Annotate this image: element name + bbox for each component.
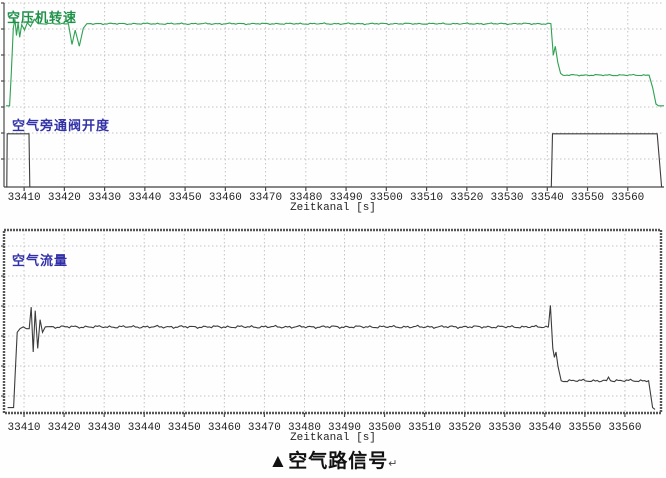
svg-text:33540: 33540 xyxy=(531,192,564,204)
svg-text:33440: 33440 xyxy=(128,422,161,434)
svg-text:33480: 33480 xyxy=(289,192,322,204)
svg-text:33530: 33530 xyxy=(491,192,524,204)
svg-text:33410: 33410 xyxy=(8,192,41,204)
svg-text:33430: 33430 xyxy=(88,192,121,204)
svg-text:33420: 33420 xyxy=(48,422,81,434)
svg-text:33490: 33490 xyxy=(330,192,363,204)
svg-text:33500: 33500 xyxy=(370,192,403,204)
air-flow-series-label: 空气流量 xyxy=(12,253,69,268)
svg-text:33470: 33470 xyxy=(248,422,281,434)
svg-text:33460: 33460 xyxy=(208,422,241,434)
caption-return-mark: ↵ xyxy=(388,458,398,470)
bypass-valve-trace xyxy=(6,133,664,188)
svg-text:33480: 33480 xyxy=(288,422,321,434)
svg-text:33530: 33530 xyxy=(488,422,521,434)
compressor-speed-trace xyxy=(6,18,664,107)
svg-text:33510: 33510 xyxy=(408,422,441,434)
svg-text:33520: 33520 xyxy=(450,192,483,204)
svg-text:33520: 33520 xyxy=(448,422,481,434)
bypass-valve-series-label: 空气旁通阀开度 xyxy=(12,118,111,133)
svg-text:33550: 33550 xyxy=(568,422,601,434)
svg-text:33420: 33420 xyxy=(48,192,81,204)
svg-text:33450: 33450 xyxy=(168,422,201,434)
svg-text:33410: 33410 xyxy=(8,422,41,434)
svg-text:33560: 33560 xyxy=(611,192,644,204)
svg-text:33490: 33490 xyxy=(328,422,361,434)
svg-text:33440: 33440 xyxy=(128,192,161,204)
svg-text:33470: 33470 xyxy=(249,192,282,204)
svg-text:33550: 33550 xyxy=(571,192,604,204)
top-x-axis-title: Zeitkanal [s] xyxy=(290,202,376,214)
bottom-x-axis-title: Zeitkanal [s] xyxy=(290,432,376,444)
compressor-speed-series-label: 空压机转速 xyxy=(7,10,78,25)
air-flow-trace xyxy=(7,305,656,410)
svg-text:33500: 33500 xyxy=(368,422,401,434)
svg-text:33430: 33430 xyxy=(88,422,121,434)
svg-text:33560: 33560 xyxy=(608,422,641,434)
svg-text:33450: 33450 xyxy=(169,192,202,204)
figure-caption-text: ▲空气路信号 xyxy=(268,451,389,472)
svg-text:33510: 33510 xyxy=(410,192,443,204)
svg-text:33460: 33460 xyxy=(209,192,242,204)
air-flow-chart: 33410 33420 33430 33440 33450 33460 33470 33480… xyxy=(1,228,663,434)
figure-caption: ▲空气路信号↵ xyxy=(0,446,666,473)
svg-text:33540: 33540 xyxy=(528,422,561,434)
compressor-speed-valve-chart: 33410 33420 33430 33440 33450 33460 33470 33480… xyxy=(1,2,664,204)
